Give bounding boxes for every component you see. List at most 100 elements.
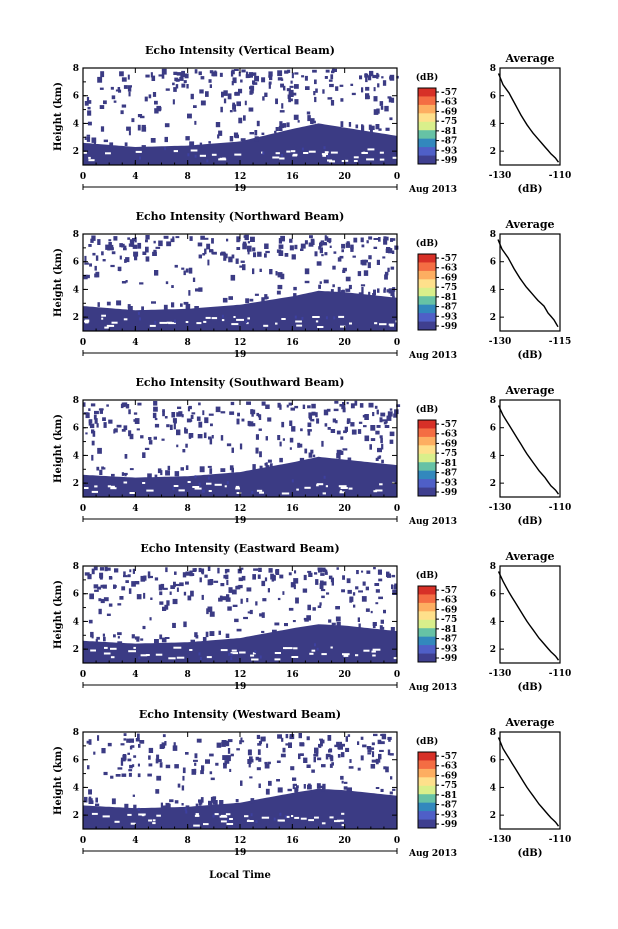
echo-speckle: [185, 571, 190, 576]
echo-speckle: [213, 580, 219, 583]
echo-speckle: [359, 403, 364, 408]
echo-gap: [349, 322, 352, 325]
echo-gap: [392, 156, 398, 159]
echo-speckle: [152, 251, 157, 256]
echo-gap: [247, 317, 250, 320]
echo-speckle: [350, 244, 354, 250]
echo-speckle: [154, 474, 158, 478]
echo-gap: [296, 488, 299, 491]
echo-speckle: [233, 109, 237, 112]
echo-speckle: [238, 71, 241, 77]
echo-speckle: [236, 247, 241, 250]
profile-y-tick-label: 2: [490, 645, 496, 655]
echo-speckle: [157, 468, 162, 474]
echo-speckle: [198, 402, 201, 406]
echo-speckle: [381, 443, 384, 450]
echo-speckle: [345, 276, 351, 282]
echo-speckle: [151, 75, 156, 81]
echo-speckle: [229, 136, 234, 142]
echo-speckle: [316, 418, 320, 424]
echo-speckle: [313, 756, 316, 763]
echo-speckle: [309, 235, 313, 239]
echo-speckle: [218, 130, 223, 136]
echo-speckle: [377, 447, 382, 453]
echo-gap: [389, 324, 394, 327]
y-axis-label: Height (km): [53, 746, 64, 815]
echo-speckle: [306, 764, 311, 768]
echo-speckle: [262, 96, 265, 101]
echo-speckle: [189, 570, 193, 577]
echo-speckle: [229, 411, 235, 415]
echo-speckle: [340, 98, 344, 102]
echo-speckle: [362, 581, 366, 586]
echo-speckle: [325, 236, 329, 240]
echo-speckle: [204, 248, 207, 255]
echo-speckle: [360, 284, 366, 287]
echo-speckle: [345, 747, 350, 752]
echo-gap: [199, 154, 206, 157]
echo-speckle: [379, 101, 384, 106]
echo-speckle: [139, 740, 145, 744]
x-tick-label: 12: [234, 670, 247, 680]
echo-speckle: [183, 80, 187, 84]
y-tick-label: 8: [73, 728, 79, 738]
echo-speckle: [207, 465, 212, 468]
echo-speckle: [162, 734, 166, 738]
echo-gap: [206, 482, 212, 485]
echo-gap: [321, 653, 327, 656]
echo-speckle: [345, 242, 351, 248]
echo-speckle: [150, 597, 153, 600]
echo-speckle: [375, 589, 380, 593]
echo-speckle: [174, 77, 179, 82]
echo-gap: [173, 646, 182, 649]
echo-gap: [246, 820, 254, 822]
echo-speckle: [374, 405, 378, 409]
echo-speckle: [315, 412, 318, 418]
echo-speckle: [326, 408, 331, 412]
echo-speckle: [182, 449, 186, 453]
echo-speckle: [323, 409, 329, 416]
echo-speckle: [218, 597, 223, 602]
echo-speckle: [384, 425, 390, 428]
echo-gap: [395, 320, 402, 323]
echo-speckle: [390, 238, 394, 242]
echo-speckle: [249, 609, 253, 615]
echo-speckle: [84, 101, 89, 106]
echo-speckle: [97, 239, 101, 245]
echo-speckle: [277, 77, 283, 81]
echo-speckle: [178, 411, 183, 417]
colorbar-segment: [418, 121, 436, 131]
echo-speckle: [174, 264, 178, 268]
echo-speckle: [86, 96, 90, 102]
echo-speckle: [303, 784, 306, 789]
echo-speckle: [129, 569, 132, 573]
echo-speckle: [293, 286, 297, 291]
echo-speckle: [193, 105, 197, 108]
echo-speckle: [181, 803, 184, 806]
echo-speckle: [352, 592, 356, 596]
echo-speckle: [384, 274, 388, 280]
echo-speckle: [336, 453, 340, 459]
y-tick-label: 6: [73, 424, 79, 434]
echo-speckle: [84, 136, 87, 140]
echo-speckle: [365, 586, 369, 591]
echo-speckle: [257, 574, 261, 579]
x-tick-label: 0: [80, 172, 86, 182]
echo-speckle: [165, 567, 168, 573]
echo-speckle: [249, 90, 253, 95]
echo-gap: [214, 483, 222, 486]
echo-speckle: [187, 113, 192, 119]
echo-bright-pixel: [187, 153, 190, 157]
echo-speckle: [279, 441, 282, 447]
echo-speckle: [129, 738, 134, 743]
colorbar-segment: [418, 487, 436, 497]
echo-bright-pixel: [138, 656, 141, 660]
echo-speckle: [298, 443, 303, 448]
echo-speckle: [209, 249, 214, 253]
echo-speckle: [376, 425, 381, 428]
colorbar-tick-label: -63: [441, 430, 457, 440]
echo-speckle: [227, 748, 231, 754]
echo-speckle: [300, 243, 306, 249]
echo-speckle: [244, 100, 247, 106]
echo-gap: [234, 153, 242, 156]
